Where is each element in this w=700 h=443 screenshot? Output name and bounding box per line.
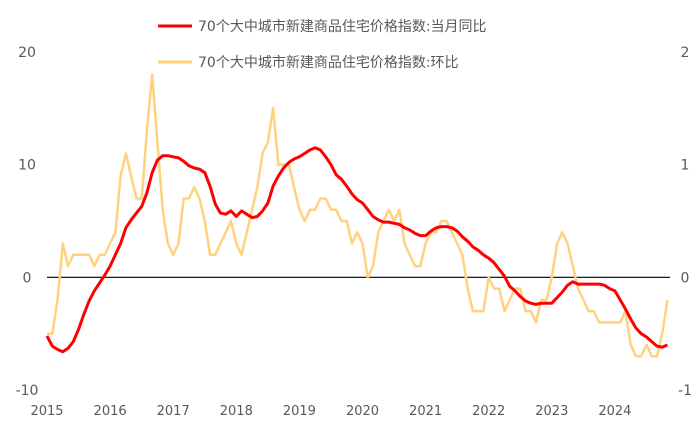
left-tick-label: -10 — [16, 383, 39, 399]
x-tick-label: 2020 — [346, 404, 379, 419]
right-tick-label: 2 — [681, 45, 690, 61]
right-tick-label: 0 — [681, 270, 690, 286]
x-tick-label: 2022 — [472, 404, 505, 419]
x-axis: 2015 2016 2017 2018 2019 2020 2021 2022 2023 2024 — [30, 404, 631, 419]
right-tick-label: -1 — [678, 383, 692, 399]
legend-label-yoy: 70个大中城市新建商品住宅价格指数:当月同比 — [198, 18, 487, 35]
left-tick-label: 10 — [18, 158, 36, 174]
series-line-yoy — [45, 146, 669, 354]
x-tick-label: 2016 — [94, 404, 127, 419]
legend-label-mom: 70个大中城市新建商品住宅价格指数:环比 — [198, 54, 459, 71]
series-layer — [45, 73, 669, 358]
left-axis: 20 10 0 -10 — [16, 45, 39, 399]
left-tick-label: 0 — [23, 270, 32, 286]
x-tick-label: 2023 — [535, 404, 568, 419]
series-line-mom — [47, 73, 669, 358]
left-tick-label: 20 — [18, 45, 36, 61]
x-tick-label: 2021 — [409, 404, 442, 419]
x-tick-label: 2018 — [220, 404, 253, 419]
right-axis: 2 1 0 -1 — [678, 45, 692, 399]
x-tick-label: 2017 — [157, 404, 190, 419]
right-tick-label: 1 — [681, 158, 690, 174]
x-tick-label: 2015 — [30, 404, 63, 419]
x-tick-label: 2019 — [283, 404, 316, 419]
x-tick-label: 2024 — [598, 404, 631, 419]
legend: 70个大中城市新建商品住宅价格指数:当月同比 70个大中城市新建商品住宅价格指数… — [158, 18, 487, 71]
